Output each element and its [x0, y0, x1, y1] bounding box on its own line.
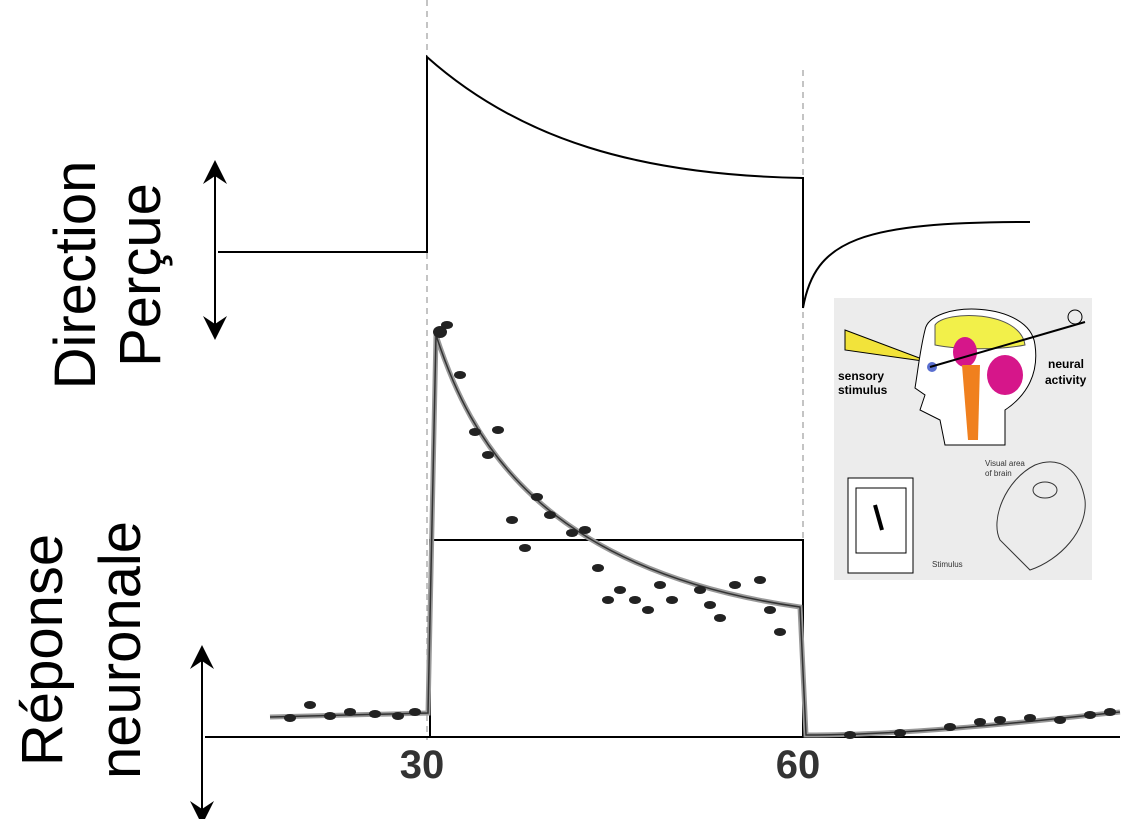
data-dots [284, 321, 1116, 739]
label-line: neuronale [88, 521, 153, 779]
perception-curve [218, 54, 1031, 309]
inset: sensory stimulus neural activity Visual … [834, 298, 1092, 580]
inset-text: activity [1045, 373, 1087, 387]
inset-text: stimulus [838, 383, 888, 397]
inset-text: sensory [838, 369, 884, 383]
label-line: Direction [43, 161, 108, 390]
label-line: Réponse [10, 534, 75, 766]
inset-text: neural [1048, 357, 1084, 371]
axis-tick-label: 60 [776, 743, 821, 787]
axis-tick-label: 30 [400, 743, 445, 787]
label-line: Perçue [108, 183, 173, 367]
response-curve [269, 334, 1121, 736]
inset-text: Visual area [985, 459, 1025, 468]
stimulus-step [429, 539, 804, 737]
inset-text: of brain [985, 469, 1012, 478]
inset-text: Stimulus [932, 560, 963, 569]
